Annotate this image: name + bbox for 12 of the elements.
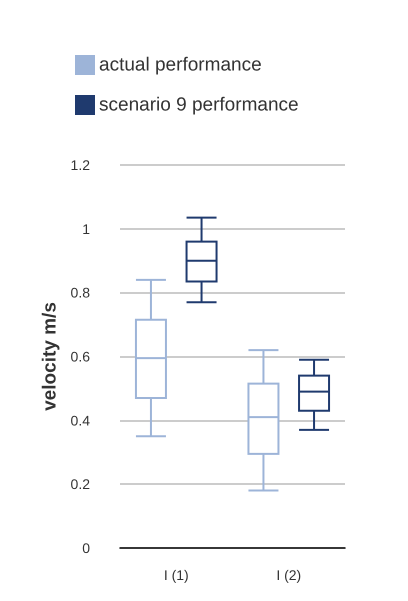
x-tick-label: I (2): [276, 567, 302, 583]
y-tick-label: 0: [82, 540, 90, 556]
y-tick-label: 0.6: [70, 348, 90, 364]
y-axis-title: velocity m/s: [40, 302, 61, 411]
y-tick-label: 1.2: [70, 157, 90, 173]
legend-label: scenario 9 performance: [99, 94, 299, 116]
y-tick-label: 1: [82, 220, 90, 237]
legend-label: actual performance: [99, 54, 262, 76]
y-tick-label: 0.8: [70, 284, 90, 301]
x-tick-label: I (1): [164, 567, 189, 583]
y-tick-label: 0.2: [70, 476, 90, 492]
y-tick-label: 0.4: [70, 412, 90, 428]
